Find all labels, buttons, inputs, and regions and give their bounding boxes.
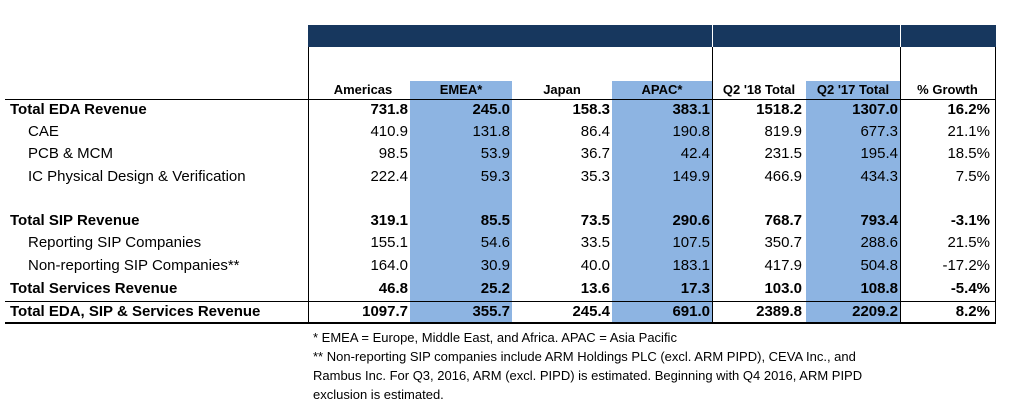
table-cell: 417.9 <box>764 257 802 274</box>
table-cell: 53.9 <box>480 145 510 162</box>
table-cell: 33.5 <box>580 234 610 251</box>
table-cell: 434.3 <box>860 168 898 185</box>
column-header-americas: Americas <box>333 82 393 97</box>
table-cell: 819.9 <box>764 123 802 140</box>
total-rule <box>5 301 996 302</box>
table-cell: 2389.8 <box>756 303 802 320</box>
header-divider <box>900 25 901 47</box>
table-cell: 36.7 <box>580 145 610 162</box>
table-cell: -5.4% <box>950 280 990 297</box>
table-cell: 54.6 <box>480 234 510 251</box>
table-cell: 158.3 <box>572 101 610 118</box>
table-cell: 108.8 <box>860 280 898 297</box>
row-label: Non-reporting SIP Companies** <box>28 257 240 274</box>
table-cell: 98.5 <box>378 145 408 162</box>
table-cell: 86.4 <box>580 123 610 140</box>
row-label: PCB & MCM <box>28 145 114 162</box>
table-cell: 21.1% <box>947 123 990 140</box>
table-cell: 73.5 <box>580 212 610 229</box>
table-cell: 793.4 <box>860 212 898 229</box>
grid-line <box>308 47 309 323</box>
table-cell: 59.3 <box>480 168 510 185</box>
table-cell: 350.7 <box>764 234 802 251</box>
table-cell: 1307.0 <box>852 101 898 118</box>
table-cell: 288.6 <box>860 234 898 251</box>
column-header-q218-total: Q2 '18 Total <box>722 82 796 97</box>
column-header-apac: APAC* <box>641 82 683 97</box>
q217-column-highlight <box>806 81 900 323</box>
footnote-non-reporting-sip-cont: Rambus Inc. For Q3, 2016, ARM (excl. PIP… <box>313 368 863 383</box>
row-label: Reporting SIP Companies <box>28 234 202 251</box>
table-cell: 677.3 <box>860 123 898 140</box>
row-label: CAE <box>28 123 59 140</box>
grid-line <box>900 47 901 323</box>
table-cell: 195.4 <box>860 145 898 162</box>
table-cell: 164.0 <box>370 257 408 274</box>
row-label: Total Services Revenue <box>10 280 178 297</box>
grid-line <box>995 47 996 323</box>
table-cell: 131.8 <box>472 123 510 140</box>
emea-column-highlight <box>410 81 512 323</box>
table-cell: 46.8 <box>378 280 408 297</box>
table-cell: 2209.2 <box>852 303 898 320</box>
header-divider <box>712 25 713 47</box>
table-cell: 17.3 <box>680 280 710 297</box>
table-cell: 8.2% <box>955 303 990 320</box>
table-cell: 1518.2 <box>756 101 802 118</box>
table-cell: 231.5 <box>764 145 802 162</box>
table-cell: 355.7 <box>472 303 510 320</box>
column-header-japan: Japan <box>543 82 581 97</box>
table-cell: 731.8 <box>370 101 408 118</box>
table-cell: 42.4 <box>680 145 710 162</box>
table-cell: 245.0 <box>472 101 510 118</box>
column-header-q217-total: Q2 '17 Total <box>816 82 890 97</box>
table-cell: 383.1 <box>672 101 710 118</box>
table-cell: 155.1 <box>370 234 408 251</box>
table-cell: 183.1 <box>672 257 710 274</box>
header-rule <box>5 99 996 100</box>
footnote-non-reporting-sip-end: exclusion is estimated. <box>313 387 444 402</box>
table-cell: 13.6 <box>580 280 610 297</box>
table-cell: 190.8 <box>672 123 710 140</box>
table-cell: 103.0 <box>764 280 802 297</box>
column-header-growth: % Growth <box>917 82 978 97</box>
table-cell: 35.3 <box>580 168 610 185</box>
table-header-band <box>308 25 996 47</box>
table-cell: 25.2 <box>480 280 510 297</box>
table-cell: 319.1 <box>370 212 408 229</box>
table-cell: 18.5% <box>947 145 990 162</box>
table-cell: 466.9 <box>764 168 802 185</box>
table-cell: 410.9 <box>370 123 408 140</box>
table-cell: 290.6 <box>672 212 710 229</box>
table-cell: 691.0 <box>672 303 710 320</box>
footnote-region-abbreviations: * EMEA = Europe, Middle East, and Africa… <box>313 330 677 345</box>
bottom-rule <box>5 322 996 324</box>
table-cell: 1097.7 <box>362 303 408 320</box>
table-cell: 7.5% <box>955 168 990 185</box>
table-cell: 85.5 <box>480 212 510 229</box>
row-label: Total EDA, SIP & Services Revenue <box>10 303 261 320</box>
table-cell: -3.1% <box>950 212 990 229</box>
table-cell: 40.0 <box>580 257 610 274</box>
row-label: Total EDA Revenue <box>10 101 147 118</box>
apac-column-highlight <box>612 81 712 323</box>
table-cell: 21.5% <box>947 234 990 251</box>
footnote-non-reporting-sip: ** Non-reporting SIP companies include A… <box>313 349 856 364</box>
table-cell: 16.2% <box>947 101 990 118</box>
row-label: IC Physical Design & Verification <box>28 168 246 185</box>
table-cell: -17.2% <box>942 257 990 274</box>
row-label: Total SIP Revenue <box>10 212 140 229</box>
column-header-emea: EMEA* <box>439 82 483 97</box>
table-cell: 768.7 <box>764 212 802 229</box>
table-cell: 222.4 <box>370 168 408 185</box>
table-cell: 107.5 <box>672 234 710 251</box>
table-cell: 30.9 <box>480 257 510 274</box>
table-cell: 504.8 <box>860 257 898 274</box>
table-cell: 245.4 <box>572 303 610 320</box>
grid-line <box>712 47 713 323</box>
table-cell: 149.9 <box>672 168 710 185</box>
